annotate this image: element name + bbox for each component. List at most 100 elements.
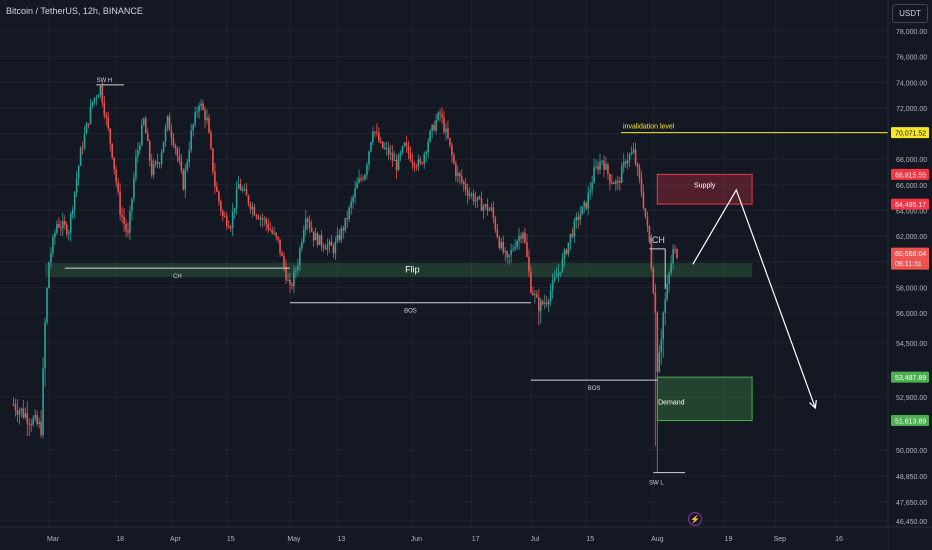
x-tick-label: May (287, 536, 301, 543)
candle-body (113, 157, 115, 170)
candle-body (555, 276, 558, 278)
candle-body (474, 200, 477, 202)
candle-body (383, 147, 386, 149)
price-axis[interactable]: 78,000.00 76,000.00 74,000.00 72,000.00 70,0… (887, 0, 932, 550)
candle-body (354, 188, 356, 197)
price-tag-demand (891, 371, 929, 383)
candle-body (332, 245, 335, 254)
candle-body (622, 161, 625, 167)
candle-body (330, 241, 333, 246)
candle-body (443, 117, 445, 132)
candle-body (389, 153, 392, 155)
candle-body (156, 161, 159, 164)
candle-body (451, 145, 453, 156)
candle-body (565, 249, 568, 254)
candle-body (324, 247, 327, 250)
candle-body (470, 194, 473, 196)
candle-body (281, 253, 283, 256)
candle-body (222, 211, 224, 217)
x-tick-label: Mar (47, 536, 60, 543)
candle-body (435, 119, 437, 131)
candle-body (366, 164, 368, 175)
candle-body (583, 202, 586, 207)
x-tick-label: 17 (472, 536, 480, 543)
lightning-icon[interactable]: ⚡ (688, 512, 702, 526)
candle-body (299, 248, 301, 266)
projection-arrow[interactable] (692, 188, 816, 409)
candle-body (50, 253, 52, 263)
structure-label: CH (173, 274, 182, 280)
candle-body (36, 414, 38, 424)
candle-body (658, 352, 661, 372)
candle-body (306, 218, 309, 222)
candle-body (674, 249, 676, 251)
candle-body (593, 167, 595, 183)
candle-body (496, 229, 499, 238)
candle-body (415, 166, 418, 168)
zone-demand[interactable] (656, 376, 753, 422)
candle-body (672, 249, 674, 264)
candle-body (613, 182, 615, 184)
candle-body (267, 223, 270, 230)
x-tick-label: 13 (337, 536, 345, 543)
candle-body (79, 148, 82, 166)
candle-body (180, 161, 183, 171)
candle-body (291, 284, 293, 287)
candle-body (28, 423, 31, 425)
candle-body (506, 251, 508, 257)
candle-body (223, 216, 226, 218)
candle-body (64, 221, 66, 225)
candle-body (143, 118, 145, 125)
zone-flip[interactable] (45, 263, 753, 278)
currency-selector[interactable]: USDT (892, 4, 928, 23)
candle-body (376, 131, 378, 133)
candle-body (516, 241, 518, 248)
candle-body (144, 118, 147, 134)
candle-body (488, 209, 491, 211)
annotation-label: Flip (405, 264, 420, 274)
candle-body (656, 312, 659, 372)
candle-body (251, 206, 254, 210)
candle-body (524, 232, 526, 243)
candle-body (318, 235, 321, 245)
candle-body (460, 176, 463, 182)
candle-body (662, 312, 665, 340)
candle-body (650, 241, 653, 269)
candle-body (89, 106, 92, 124)
y-tick-label: 52,900.00 (896, 395, 927, 402)
candle-body (628, 154, 631, 161)
candle-body (245, 189, 248, 196)
price-tag-current (891, 247, 929, 270)
y-tick-label: 56,000.00 (896, 311, 927, 318)
candle-body (208, 117, 210, 133)
x-tick-label: 19 (725, 536, 733, 543)
candle-body (581, 206, 584, 215)
candle-body (541, 301, 544, 304)
candle-body (611, 182, 613, 184)
candle-body (220, 201, 222, 212)
candle-body (520, 235, 522, 239)
candle-body (340, 228, 343, 240)
candle-body (58, 223, 60, 228)
y-tick-label: 62,000.00 (896, 234, 927, 241)
candle-body (241, 189, 244, 191)
candle-body (135, 156, 137, 178)
candle-body (190, 130, 192, 151)
candle-body (127, 230, 129, 233)
candle-body (198, 105, 200, 112)
candle-body (212, 148, 214, 172)
candle-body (200, 103, 202, 106)
symbol-title: Bitcoin / TetherUS, 12h, BINANCE (6, 6, 143, 16)
candle-body (563, 249, 566, 259)
candle-body (528, 256, 530, 272)
candle-body (599, 161, 601, 170)
candle-body (237, 184, 240, 189)
candle-body (399, 152, 402, 156)
candle-body (322, 245, 325, 248)
time-axis[interactable]: Mar 18 Apr 15 May 13 Jun 17 Jul 15 Aug 19 Sep 16 (0, 526, 932, 550)
candle-body (356, 182, 358, 189)
candle-body (334, 241, 337, 254)
candle-body (362, 178, 364, 180)
candle-body (545, 302, 548, 305)
